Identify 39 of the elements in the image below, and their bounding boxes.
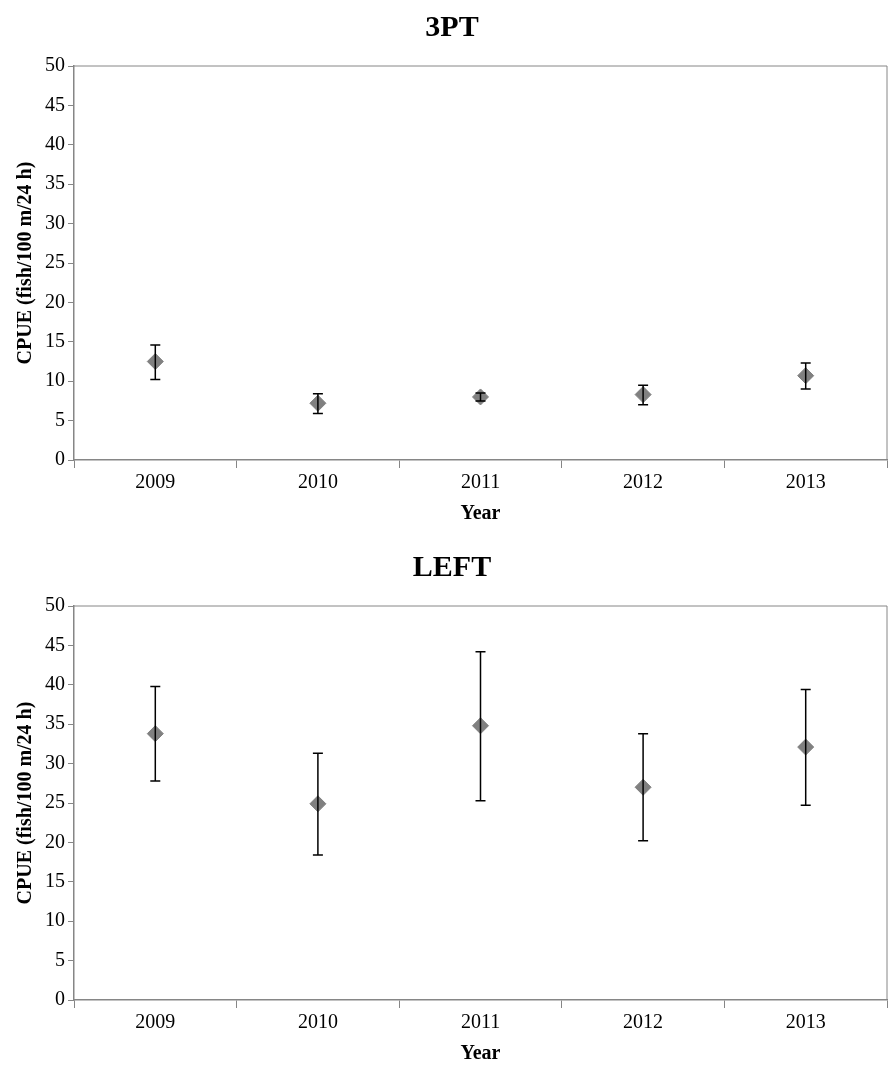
y-tick-label: 30 [45,210,65,233]
y-tick-label: 50 [45,53,65,76]
y-tick-label: 25 [45,250,65,273]
y-tick-label: 15 [45,869,65,892]
x-axis-title: Year [460,501,501,524]
x-tick-label: 2009 [135,470,176,493]
y-tick-label: 15 [45,329,65,352]
y-tick-label: 35 [45,711,65,734]
x-tick-label: 2010 [297,1010,338,1033]
y-tick-label: 40 [45,132,65,155]
x-tick-label: 2012 [623,1010,664,1033]
y-tick-label: 45 [45,92,65,115]
y-tick-label: 50 [45,593,65,616]
y-tick-label: 10 [45,908,65,931]
chart-title: LEFT [412,548,492,582]
x-tick-label: 2013 [785,470,826,493]
y-tick-label: 25 [45,790,65,813]
x-tick-label: 2011 [460,1010,501,1033]
x-tick-label: 2012 [623,470,664,493]
x-axis-title: Year [460,1041,501,1064]
x-tick-label: 2013 [785,1010,826,1033]
y-tick-label: 40 [45,672,65,695]
point [472,388,489,406]
y-tick-label: 20 [45,829,65,852]
x-tick-label: 2010 [297,470,338,493]
y-tick-label: 0 [55,987,65,1010]
x-tick-label: 2009 [135,1010,176,1033]
y-axis-title: CPUE (fish/100 m/24 h) [13,161,37,365]
y-tick-label: 35 [45,171,65,194]
y-tick-label: 0 [55,447,65,470]
y-axis-title: CPUE (fish/100 m/24 h) [13,701,37,905]
y-tick-label: 45 [45,632,65,655]
y-tick-label: 20 [45,289,65,312]
y-tick-label: 5 [55,407,65,430]
x-tick-label: 2011 [460,470,501,493]
y-tick-label: 30 [45,750,65,773]
chart-title: 3PT [425,8,479,42]
y-tick-label: 10 [45,368,65,391]
y-tick-label: 5 [55,947,65,970]
